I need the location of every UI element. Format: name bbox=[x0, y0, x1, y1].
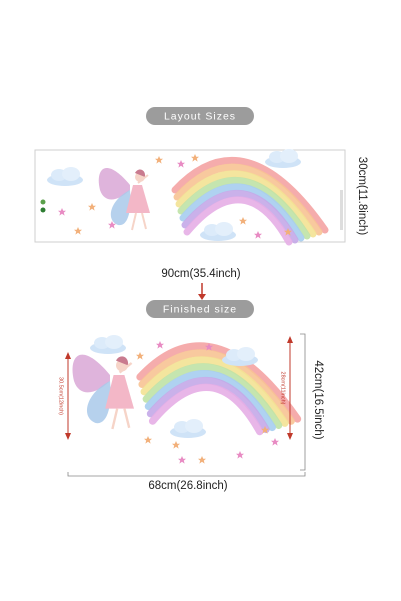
fairy bbox=[71, 353, 136, 431]
dimension-line bbox=[67, 472, 306, 477]
section-title: Layout Sizes bbox=[164, 110, 236, 122]
section-title: Finished size bbox=[163, 303, 237, 315]
cloud bbox=[170, 419, 206, 438]
dimension-label: 68cm(26.8inch) bbox=[148, 480, 227, 492]
cloud bbox=[90, 335, 126, 354]
arrow-head bbox=[198, 294, 206, 300]
rainbow bbox=[140, 346, 298, 432]
dimension-label: 90cm(35.4inch) bbox=[161, 268, 240, 280]
dimension-label: 30cm(11.8inch) bbox=[356, 157, 368, 236]
sheet-text bbox=[340, 190, 343, 230]
dimension-label: 42cm(16.5inch) bbox=[312, 360, 324, 439]
dimension-label: 30.5cm(12inch) bbox=[58, 377, 64, 415]
icon bbox=[40, 207, 46, 213]
icon bbox=[40, 199, 46, 205]
pill bbox=[146, 107, 254, 125]
dimension-label: 28cm(11inch) bbox=[280, 372, 286, 405]
dimension-line bbox=[300, 333, 306, 471]
pill bbox=[146, 300, 254, 318]
